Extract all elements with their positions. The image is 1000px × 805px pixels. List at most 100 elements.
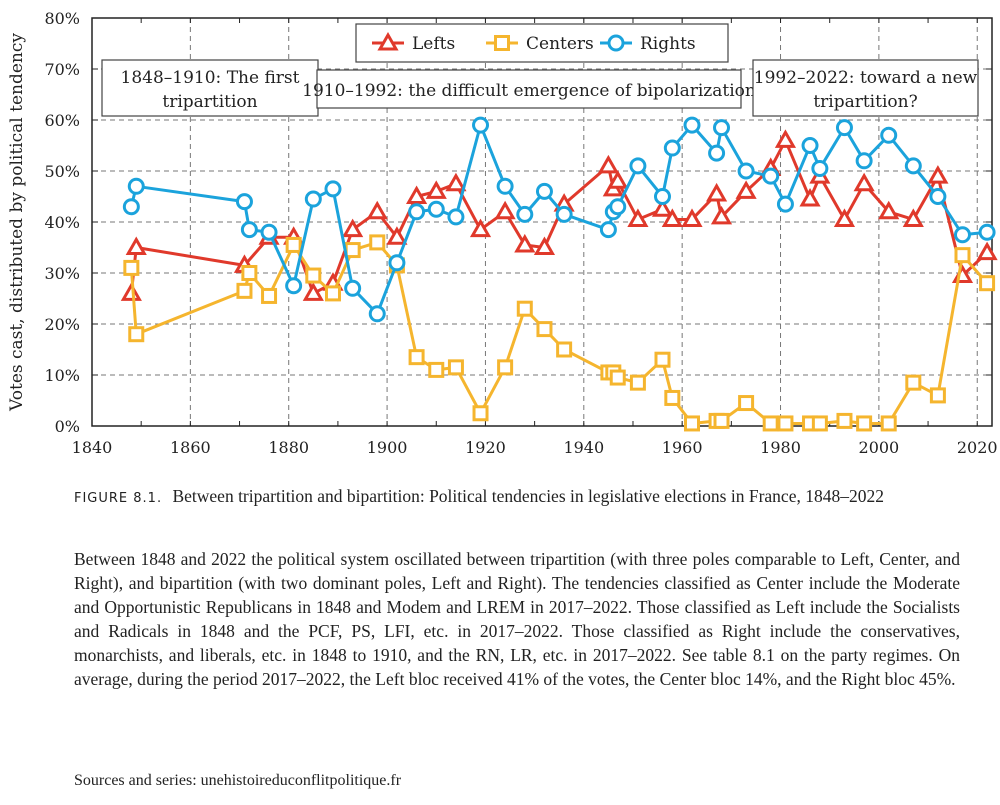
series-lefts <box>120 129 998 301</box>
data-point-rights <box>260 223 278 241</box>
annotation-box <box>101 59 319 117</box>
data-point-lefts <box>125 236 147 255</box>
data-point-rights <box>388 254 406 272</box>
data-point-centers <box>713 412 730 429</box>
annotation-text: 1910–1992: the difficult emergence of bi… <box>302 81 756 101</box>
y-tick-label: 80% <box>44 9 80 28</box>
data-point-centers <box>954 247 971 264</box>
data-point-lefts <box>120 282 142 301</box>
y-tick-label: 70% <box>44 60 80 79</box>
data-point-rights <box>855 152 873 170</box>
data-point-centers <box>305 267 322 284</box>
data-point-rights <box>240 221 258 239</box>
data-point-rights <box>776 195 794 213</box>
figure-label: FIGURE 8.1. <box>74 491 163 506</box>
data-point-rights <box>708 144 726 162</box>
data-point-centers <box>880 415 897 432</box>
data-point-centers <box>536 321 553 338</box>
y-tick-label: 0% <box>55 417 80 436</box>
data-point-rights <box>324 180 342 198</box>
data-point-rights <box>953 226 971 244</box>
x-tick-label: 2020 <box>957 438 998 457</box>
legend-marker <box>607 34 625 52</box>
data-point-centers <box>684 415 700 432</box>
period-annotation: 1848–1910: The first tripartition <box>101 59 319 117</box>
data-point-lefts <box>976 241 998 261</box>
data-point-rights <box>653 188 671 205</box>
data-point-centers <box>408 349 425 366</box>
data-point-rights <box>516 205 534 223</box>
data-point-centers <box>428 361 445 378</box>
annotation-text: 1992–2022: toward a new <box>754 68 978 88</box>
data-point-centers <box>654 351 671 368</box>
y-tick-label: 50% <box>44 162 80 181</box>
legend-marker <box>377 31 399 51</box>
period-annotation: 1992–2022: toward a new tripartition? <box>752 59 979 117</box>
data-point-centers <box>516 300 533 317</box>
data-point-centers <box>236 282 253 299</box>
line-chart: 0% 10% 20% 30% 40% 50% 60% 70% 80% 1840 1860 1880 19… <box>7 9 998 457</box>
chart-figure: 0% 10% 20% 30% 40% 50% 60% 70% 80% 1840 1860 1880 19… <box>7 9 998 457</box>
series-line-centers <box>129 240 989 425</box>
data-point-rights <box>427 200 445 218</box>
legend-marker <box>494 35 510 51</box>
data-point-centers <box>285 236 302 253</box>
data-point-centers <box>905 374 922 391</box>
figure-note: Between 1848 and 2022 the political syst… <box>74 549 960 689</box>
data-point-rights <box>663 139 681 157</box>
plot-frame <box>91 17 993 427</box>
y-tick-label: 60% <box>44 111 80 130</box>
data-point-rights <box>555 205 573 223</box>
data-point-lefts <box>425 180 447 199</box>
data-point-lefts <box>853 172 875 192</box>
data-point-centers <box>836 412 853 429</box>
figure-sources: Sources and series: unehistoireduconflit… <box>74 772 402 789</box>
data-point-centers <box>497 359 514 376</box>
x-tick-label: 2000 <box>859 438 900 457</box>
data-point-rights <box>801 137 819 154</box>
data-point-lefts <box>661 208 683 227</box>
legend: Lefts Centers Rights <box>355 23 729 63</box>
data-point-centers <box>128 326 145 343</box>
data-point-rights <box>368 305 386 323</box>
period-annotation: 1910–1992: the difficult emergence of bi… <box>302 69 756 109</box>
data-point-rights <box>683 116 701 134</box>
data-point-centers <box>241 265 258 281</box>
data-point-rights <box>408 203 426 221</box>
y-tick-label: 10% <box>44 366 80 385</box>
data-point-lefts <box>902 208 924 227</box>
data-point-lefts <box>469 218 492 238</box>
data-point-centers <box>979 275 996 292</box>
data-point-rights <box>599 221 617 239</box>
annotation-text: tripartition <box>162 92 257 112</box>
data-point-rights <box>127 177 145 195</box>
data-point-lefts <box>494 200 516 220</box>
x-tick-label: 1980 <box>760 438 801 457</box>
data-point-rights <box>535 182 553 200</box>
data-point-centers <box>609 369 626 386</box>
data-point-lefts <box>514 233 536 253</box>
data-point-lefts <box>878 200 900 220</box>
data-point-centers <box>929 387 946 404</box>
data-point-lefts <box>627 208 649 227</box>
data-point-lefts <box>681 208 703 227</box>
data-point-centers <box>123 259 140 276</box>
figure-caption: FIGURE 8.1. Between tripartition and bip… <box>74 484 960 511</box>
annotation-box <box>752 59 979 117</box>
legend-label: Rights <box>640 34 696 54</box>
data-point-lefts <box>735 180 757 199</box>
x-tick-label: 1880 <box>268 438 309 457</box>
y-tick-label: 30% <box>44 264 80 283</box>
annotation-text: tripartition? <box>813 92 917 112</box>
data-point-rights <box>629 157 647 175</box>
series-line-rights <box>129 123 988 316</box>
data-point-centers <box>629 374 646 391</box>
data-point-centers <box>556 341 573 358</box>
data-point-rights <box>609 198 627 216</box>
data-point-lefts <box>366 200 388 220</box>
data-point-centers <box>324 285 341 302</box>
data-point-centers <box>762 415 779 432</box>
data-point-centers <box>811 415 828 432</box>
data-point-rights <box>447 208 465 226</box>
series-rights <box>122 116 996 323</box>
